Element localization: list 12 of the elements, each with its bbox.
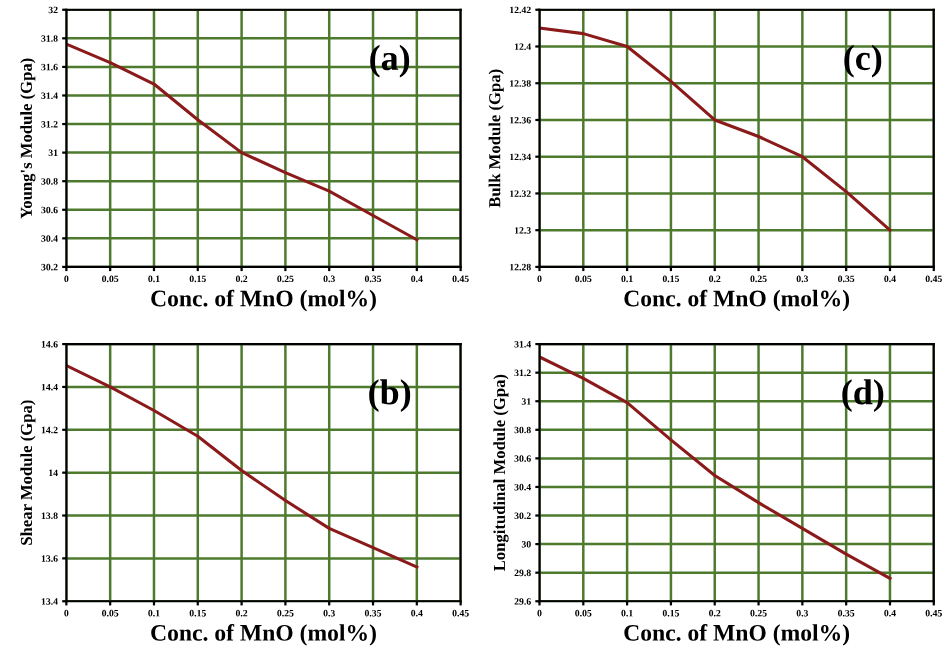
y-axis-title: Shear Module (Gpa) [20,400,36,545]
y-axis-title: Bulk Module (Gpa) [488,69,504,208]
y-axis-title: Longitudinal Module (Gpa) [493,374,509,572]
line-series [66,363,419,569]
x-axis-title: Conc. of MnO (mol%) [624,289,850,312]
line-series [539,26,892,232]
x-axis-title: Conc. of MnO (mol%) [624,623,850,646]
line-series [539,355,892,580]
line-series [66,42,419,242]
x-axis-title: Conc. of MnO (mol%) [151,623,376,646]
y-axis-title: Young's Module (Gpa) [20,58,36,219]
x-axis-title: Conc. of MnO (mol%) [151,289,376,312]
